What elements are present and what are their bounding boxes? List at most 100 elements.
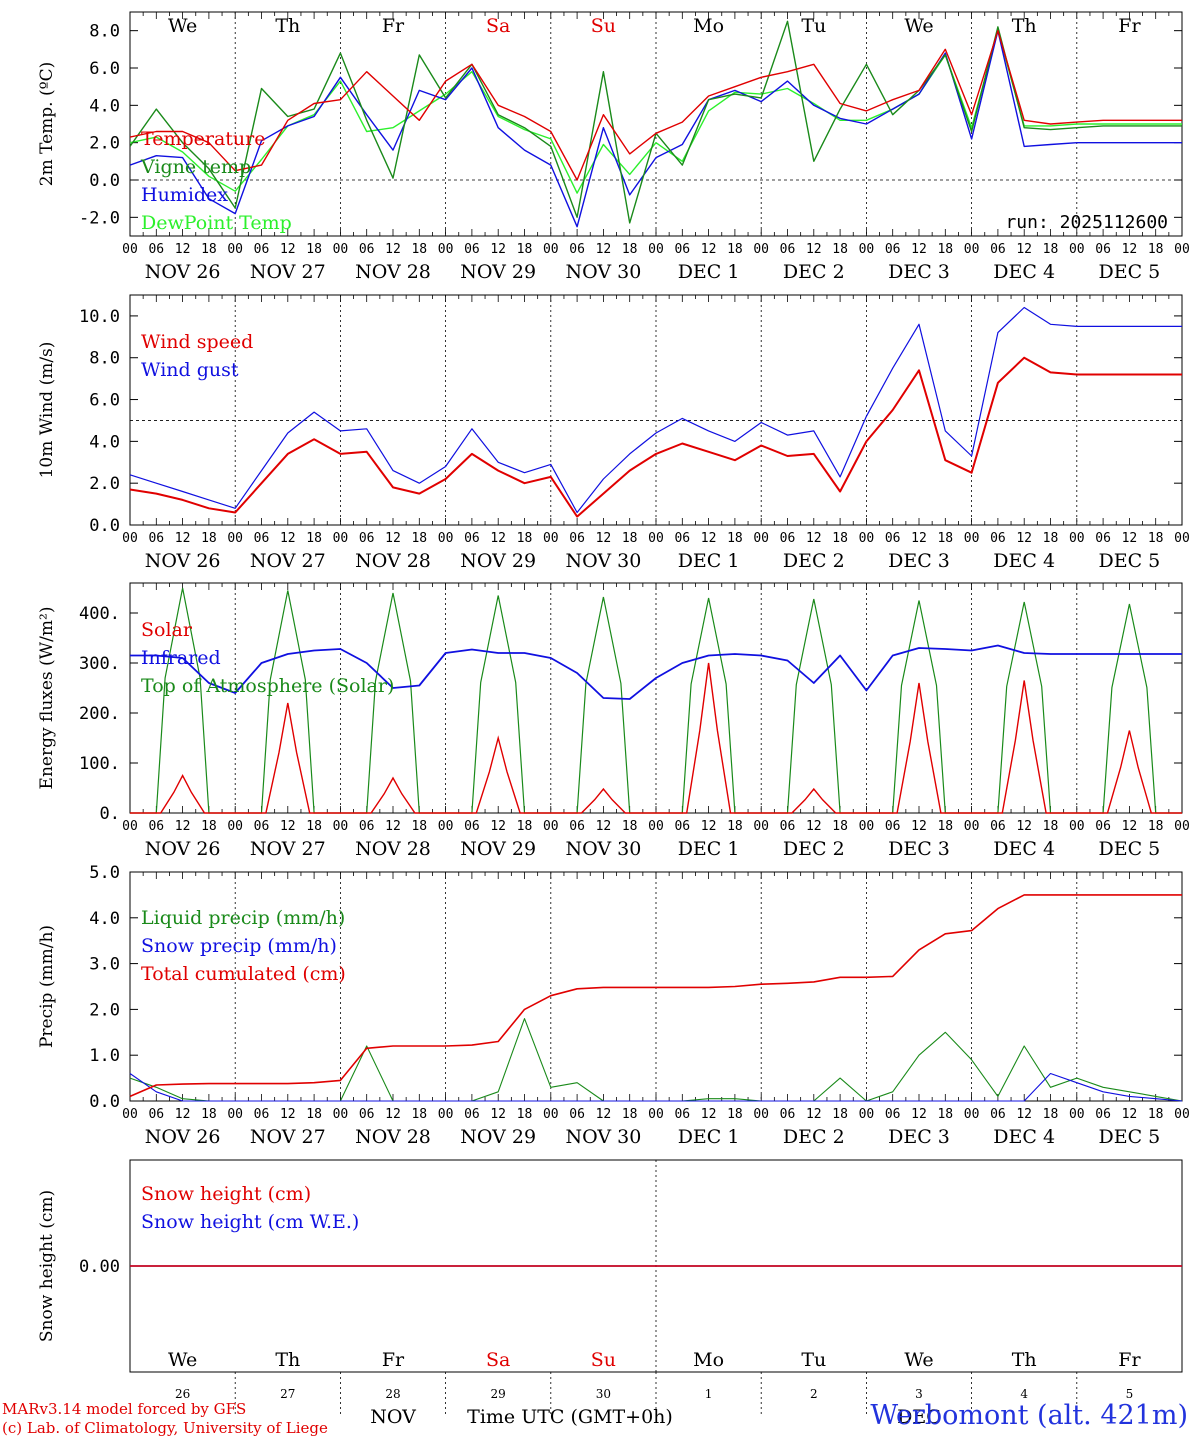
date-label: DEC 5 — [1099, 261, 1161, 283]
weekday-label: Tu — [801, 1349, 826, 1371]
hour-tick-label: 00 — [1069, 819, 1085, 834]
hour-tick-label: 06 — [464, 531, 480, 546]
day-number: 5 — [1126, 1387, 1134, 1401]
y-tick-label: 3.0 — [89, 955, 120, 975]
weekday-label: We — [904, 15, 933, 37]
date-label: NOV 29 — [460, 550, 536, 572]
hour-tick-label: 12 — [806, 242, 822, 257]
weekday-label: Th — [275, 1349, 300, 1371]
y-tick-label: 5.0 — [89, 863, 120, 883]
hour-tick-label: 06 — [148, 531, 164, 546]
hour-tick-label: 12 — [175, 531, 191, 546]
date-label: DEC 4 — [993, 838, 1055, 860]
hour-tick-label: 18 — [727, 531, 743, 546]
date-label: NOV 26 — [145, 550, 221, 572]
hour-tick-label: 06 — [148, 242, 164, 257]
hour-tick-label: 18 — [411, 531, 427, 546]
series-line-wind-speed — [129, 356, 1182, 518]
weekday-label: Sa — [486, 15, 510, 37]
y-tick-label: 0.0 — [89, 171, 120, 191]
hour-tick-label: 12 — [806, 531, 822, 546]
hour-tick-label: 12 — [385, 242, 401, 257]
hour-tick-label: 18 — [727, 819, 743, 834]
hour-tick-label: 00 — [543, 531, 559, 546]
y-tick-label: 4.0 — [89, 909, 120, 929]
hour-tick-label: 00 — [227, 242, 243, 257]
hour-tick-label: 12 — [701, 242, 717, 257]
weekday-label: Su — [591, 15, 616, 37]
hour-tick-label: 18 — [1148, 242, 1164, 257]
date-label: NOV 28 — [355, 838, 431, 860]
hour-tick-label: 18 — [306, 242, 322, 257]
hour-tick-label: 18 — [937, 1107, 953, 1122]
hour-tick-label: 12 — [911, 1107, 927, 1122]
hour-tick-label: 00 — [438, 242, 454, 257]
station-label: Werbomont (alt. 421m) — [870, 1400, 1188, 1431]
hour-tick-label: 06 — [359, 819, 375, 834]
legend-entry: Wind speed — [141, 331, 253, 353]
y-tick-label: 400. — [79, 604, 120, 624]
hour-tick-label: 00 — [122, 1107, 138, 1122]
weekday-label: We — [904, 1349, 933, 1371]
date-label: DEC 4 — [993, 261, 1055, 283]
legend-entry: Humidex — [141, 184, 228, 206]
y-tick-label: 2.0 — [89, 134, 120, 154]
hour-tick-label: 18 — [832, 242, 848, 257]
legend-entry: Total cumulated (cm) — [141, 963, 346, 985]
hour-tick-label: 06 — [569, 242, 585, 257]
hour-tick-label: 18 — [201, 531, 217, 546]
hour-tick-label: 18 — [937, 242, 953, 257]
hour-tick-label: 00 — [648, 242, 664, 257]
date-label: DEC 5 — [1099, 550, 1161, 572]
y-tick-label: 8.0 — [89, 349, 120, 369]
hour-tick-label: 18 — [1043, 531, 1059, 546]
hour-tick-label: 00 — [1069, 1107, 1085, 1122]
x-axis-label: Time UTC (GMT+0h) — [467, 1406, 673, 1428]
date-label: DEC 4 — [993, 550, 1055, 572]
day-number: 1 — [705, 1387, 713, 1401]
date-label: DEC 1 — [678, 838, 740, 860]
hour-tick-label: 18 — [517, 531, 533, 546]
date-label: NOV 27 — [250, 550, 326, 572]
hour-tick-label: 06 — [569, 531, 585, 546]
hour-tick-label: 18 — [622, 819, 638, 834]
hour-tick-label: 18 — [1043, 819, 1059, 834]
hour-tick-label: 18 — [411, 242, 427, 257]
date-label: NOV 28 — [355, 1126, 431, 1148]
month-label: DEC — [897, 1406, 941, 1428]
hour-tick-label: 00 — [438, 1107, 454, 1122]
weekday-label: Mo — [693, 1349, 724, 1371]
date-label: DEC 5 — [1099, 838, 1161, 860]
series-line-wind-gust — [129, 306, 1182, 514]
hour-tick-label: 06 — [885, 819, 901, 834]
hour-tick-label: 06 — [254, 531, 270, 546]
y-tick-label: -2.0 — [79, 208, 120, 228]
hour-tick-label: 12 — [1016, 819, 1032, 834]
hour-tick-label: 12 — [280, 819, 296, 834]
date-label: DEC 1 — [678, 261, 740, 283]
hour-tick-label: 18 — [306, 531, 322, 546]
legend-entry: Vigne temp — [140, 156, 251, 178]
hour-tick-label: 12 — [280, 242, 296, 257]
weekday-label: Mo — [693, 15, 724, 37]
hour-tick-label: 00 — [227, 531, 243, 546]
hour-tick-label: 12 — [911, 819, 927, 834]
hour-tick-label: 00 — [964, 242, 980, 257]
legend-entry: Liquid precip (mm/h) — [141, 907, 345, 929]
hour-tick-label: 12 — [385, 531, 401, 546]
legend-entry: Wind gust — [141, 359, 239, 381]
legend-entry: DewPoint Temp — [141, 212, 292, 234]
day-number: 2 — [810, 1387, 818, 1401]
hour-tick-label: 00 — [648, 1107, 664, 1122]
hour-tick-label: 06 — [990, 1107, 1006, 1122]
hour-tick-label: 18 — [1043, 1107, 1059, 1122]
hour-tick-label: 12 — [911, 242, 927, 257]
credit-line-model: MARv3.14 model forced by GFS — [2, 1400, 247, 1418]
hour-tick-label: 12 — [1016, 531, 1032, 546]
weekday-label: Tu — [801, 15, 826, 37]
date-label: NOV 28 — [355, 261, 431, 283]
date-label: NOV 27 — [250, 1126, 326, 1148]
hour-tick-label: 12 — [911, 531, 927, 546]
hour-tick-label: 06 — [464, 819, 480, 834]
weekday-label: Sa — [486, 1349, 510, 1371]
